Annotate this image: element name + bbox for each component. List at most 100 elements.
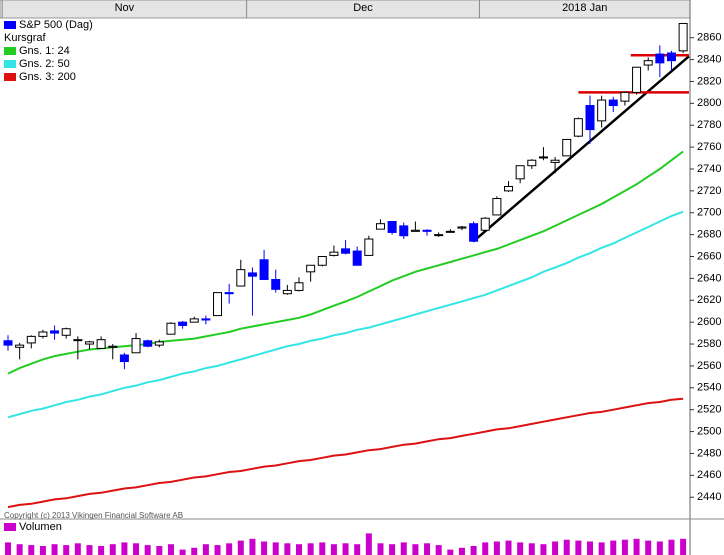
y-tick-label: 2700	[697, 207, 721, 219]
candle-body	[364, 238, 374, 256]
candle-body	[655, 53, 665, 64]
candle-body	[26, 335, 36, 344]
candle-body	[341, 248, 351, 254]
volume-bar	[226, 543, 233, 555]
y-tick-label: 2440	[697, 491, 721, 503]
volume-bar	[470, 546, 477, 555]
candle-body	[201, 318, 211, 321]
volume-bar	[377, 543, 384, 555]
volume-bar	[214, 545, 221, 555]
legend-swatch	[4, 47, 16, 55]
candle-body	[504, 185, 514, 192]
candle-body	[271, 278, 281, 290]
y-tick-label: 2740	[697, 163, 721, 175]
y-tick-label: 2460	[697, 469, 721, 481]
volume-bar	[354, 544, 361, 555]
y-tick-label: 2580	[697, 338, 721, 350]
candle-body	[317, 256, 327, 266]
volume-bar	[493, 541, 500, 555]
volume-bar	[575, 540, 582, 555]
volume-bar	[505, 540, 512, 555]
legend-label: Gns. 2: 50	[19, 58, 70, 70]
candle-body	[178, 321, 188, 326]
candle-body	[585, 105, 595, 131]
x-tick-label: 2018 Jan	[562, 2, 607, 14]
candle-body	[294, 282, 304, 291]
candle-body	[678, 22, 688, 52]
candle-body	[329, 251, 339, 256]
volume-bar	[272, 542, 279, 555]
volume-bar	[482, 542, 489, 555]
candle-body	[597, 99, 607, 122]
candle-body	[632, 66, 642, 93]
candle-body	[38, 331, 48, 337]
x-tick-label: Dec	[353, 2, 373, 14]
legend-label: Gns. 3: 200	[19, 71, 76, 83]
candle-body	[515, 165, 525, 180]
volume-bar	[424, 543, 431, 555]
volume-bar	[598, 542, 605, 555]
candle-body	[492, 198, 502, 216]
legend-swatch	[4, 60, 16, 68]
volume-bar	[517, 542, 524, 555]
volume-bar	[307, 543, 314, 555]
y-tick-label: 2600	[697, 316, 721, 328]
candle-body	[620, 91, 630, 102]
candle-body	[131, 338, 141, 354]
volume-bar	[447, 549, 454, 555]
y-tick-label: 2520	[697, 404, 721, 416]
volume-bar	[587, 541, 593, 555]
volume-bar	[621, 539, 628, 555]
legend-heading: Kursgraf	[4, 32, 47, 44]
volume-bar	[121, 542, 128, 555]
candle-body	[259, 259, 269, 280]
volume-bar	[319, 542, 326, 555]
candle-body	[643, 60, 653, 66]
candle-body	[282, 289, 292, 295]
volume-bar	[156, 546, 163, 555]
volume-bar	[610, 540, 617, 555]
volume-bar	[563, 539, 570, 555]
moving-average-line	[7, 150, 684, 375]
candle-body	[108, 345, 118, 348]
y-tick-label: 2660	[697, 250, 721, 262]
y-tick-label: 2800	[697, 97, 721, 109]
moving-average-line	[7, 210, 684, 419]
candle-body	[224, 292, 234, 295]
volume-bar	[365, 533, 372, 555]
candle-body	[527, 159, 537, 167]
volume-bar	[261, 541, 268, 555]
candle-body	[3, 340, 13, 346]
volume-bar	[109, 544, 116, 555]
legend-label: Gns. 1: 24	[19, 45, 70, 57]
candle-body	[469, 223, 479, 242]
volume-bar	[202, 544, 209, 555]
candle-body	[387, 221, 397, 233]
candle-body	[61, 328, 71, 336]
x-tick-label: Nov	[115, 2, 135, 14]
y-tick-label: 2500	[697, 425, 721, 437]
volume-bar	[400, 542, 407, 555]
trend-line	[472, 55, 690, 243]
volume-bar	[645, 540, 652, 555]
volume-bar	[98, 546, 105, 555]
volume-bar	[296, 544, 302, 555]
y-tick-label: 2720	[697, 185, 721, 197]
candle-body	[445, 230, 455, 233]
volume-bar	[656, 541, 663, 555]
candle-body	[73, 339, 83, 342]
volume-bar	[249, 538, 256, 555]
candle-body	[410, 229, 420, 232]
candle-body	[375, 223, 385, 230]
legend-swatch	[4, 523, 16, 531]
candle-body	[538, 156, 548, 159]
volume-bar	[237, 540, 244, 555]
candle-body	[573, 118, 583, 137]
candle-body	[608, 99, 618, 107]
candle-body	[434, 234, 444, 237]
volume-bar	[74, 543, 81, 555]
candle-body	[154, 341, 164, 346]
